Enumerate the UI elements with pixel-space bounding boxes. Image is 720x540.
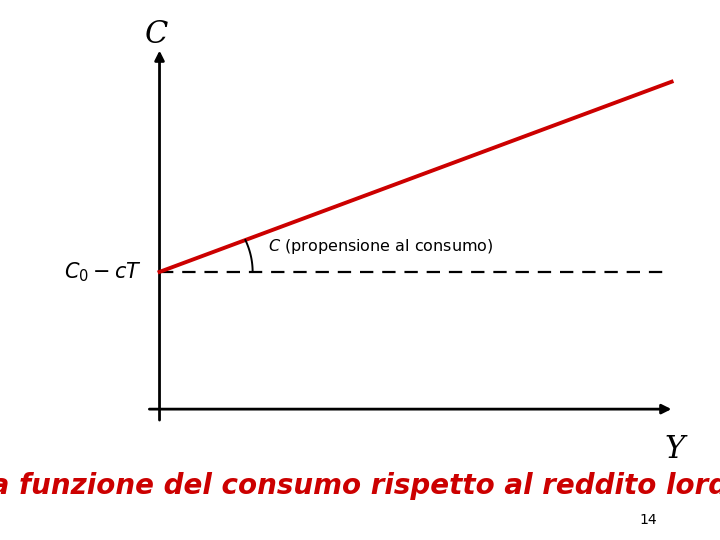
Text: $\mathit{C}$ (propensione al consumo): $\mathit{C}$ (propensione al consumo) xyxy=(268,237,494,256)
Text: La funzione del consumo rispetto al reddito lordo: La funzione del consumo rispetto al redd… xyxy=(0,472,720,500)
Text: Y: Y xyxy=(664,434,684,465)
Text: C: C xyxy=(145,19,168,50)
Text: 14: 14 xyxy=(639,512,657,526)
Text: $C_0 - cT$: $C_0 - cT$ xyxy=(64,260,141,284)
